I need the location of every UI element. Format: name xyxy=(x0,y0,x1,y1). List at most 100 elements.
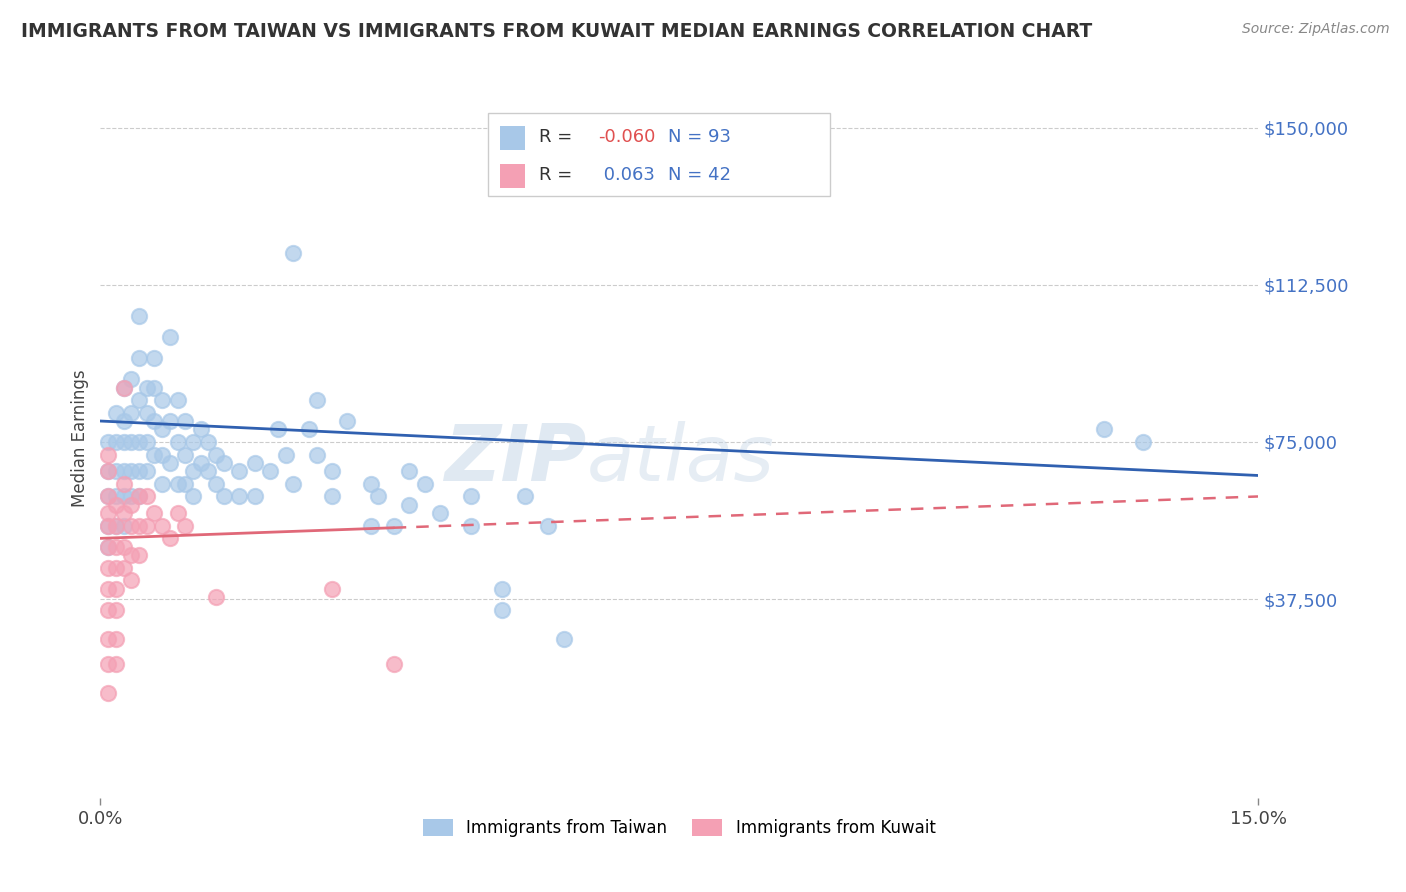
Point xyxy=(228,490,250,504)
Point xyxy=(135,490,157,504)
Text: Source: ZipAtlas.com: Source: ZipAtlas.com xyxy=(1241,22,1389,37)
Point xyxy=(104,490,127,504)
Point xyxy=(97,602,120,616)
Point xyxy=(212,456,235,470)
Point xyxy=(97,560,120,574)
Text: atlas: atlas xyxy=(586,421,775,498)
Point xyxy=(537,518,560,533)
Point xyxy=(283,246,305,260)
Point xyxy=(120,464,142,478)
Text: -0.060: -0.060 xyxy=(599,128,655,145)
Point xyxy=(104,434,127,449)
Point xyxy=(205,448,228,462)
Point xyxy=(97,464,120,478)
Point xyxy=(143,506,166,520)
Point xyxy=(104,540,127,554)
Text: R =: R = xyxy=(540,128,578,145)
Point xyxy=(97,490,120,504)
Y-axis label: Median Earnings: Median Earnings xyxy=(72,369,89,507)
Text: R =: R = xyxy=(540,166,578,184)
Point xyxy=(174,518,197,533)
Point xyxy=(159,456,181,470)
Point xyxy=(135,406,157,420)
Point xyxy=(382,657,405,671)
Point xyxy=(398,498,420,512)
Point xyxy=(190,456,212,470)
Point xyxy=(1092,422,1115,436)
Point xyxy=(460,490,482,504)
Point xyxy=(112,434,135,449)
Point xyxy=(166,393,188,408)
Point xyxy=(181,464,204,478)
Point xyxy=(174,414,197,428)
Point xyxy=(228,464,250,478)
Text: IMMIGRANTS FROM TAIWAN VS IMMIGRANTS FROM KUWAIT MEDIAN EARNINGS CORRELATION CHA: IMMIGRANTS FROM TAIWAN VS IMMIGRANTS FRO… xyxy=(21,22,1092,41)
Point xyxy=(120,406,142,420)
Point xyxy=(97,632,120,646)
Point xyxy=(112,380,135,394)
Point xyxy=(120,372,142,386)
Point xyxy=(398,464,420,478)
Point xyxy=(491,602,513,616)
Point xyxy=(128,434,150,449)
Point xyxy=(298,422,321,436)
Point xyxy=(112,518,135,533)
Point xyxy=(491,582,513,596)
Point xyxy=(181,434,204,449)
Point xyxy=(382,518,405,533)
Text: N = 93: N = 93 xyxy=(668,128,731,145)
Point xyxy=(143,448,166,462)
Point xyxy=(104,582,127,596)
Point xyxy=(120,434,142,449)
Point xyxy=(135,434,157,449)
Point xyxy=(143,414,166,428)
Point xyxy=(97,434,120,449)
Point xyxy=(97,506,120,520)
Point xyxy=(159,414,181,428)
Point xyxy=(174,448,197,462)
Point xyxy=(135,380,157,394)
Point xyxy=(205,476,228,491)
Point xyxy=(166,434,188,449)
Point xyxy=(120,490,142,504)
Point xyxy=(321,582,343,596)
Point xyxy=(181,490,204,504)
Point xyxy=(190,422,212,436)
Point xyxy=(104,657,127,671)
Point xyxy=(104,464,127,478)
Point xyxy=(112,476,135,491)
Point xyxy=(513,490,536,504)
Point xyxy=(1132,434,1154,449)
Point xyxy=(143,351,166,366)
Point xyxy=(321,490,343,504)
Point xyxy=(267,422,290,436)
Point xyxy=(128,490,150,504)
Point xyxy=(305,393,328,408)
Point xyxy=(112,490,135,504)
Point xyxy=(128,548,150,562)
Point xyxy=(360,518,382,533)
Point xyxy=(283,476,305,491)
Point xyxy=(429,506,451,520)
Point xyxy=(197,434,219,449)
Point xyxy=(205,590,228,604)
Point xyxy=(104,560,127,574)
Point xyxy=(112,540,135,554)
Point xyxy=(128,518,150,533)
Point xyxy=(166,476,188,491)
Point xyxy=(120,548,142,562)
Point xyxy=(104,632,127,646)
Point xyxy=(104,602,127,616)
Point xyxy=(112,414,135,428)
Point xyxy=(97,464,120,478)
Point xyxy=(97,518,120,533)
Text: 0.063: 0.063 xyxy=(599,166,655,184)
Point xyxy=(553,632,575,646)
Point xyxy=(243,456,266,470)
Point xyxy=(413,476,436,491)
Point xyxy=(367,490,389,504)
Point xyxy=(174,476,197,491)
Point xyxy=(112,560,135,574)
Point xyxy=(128,464,150,478)
Point xyxy=(128,351,150,366)
